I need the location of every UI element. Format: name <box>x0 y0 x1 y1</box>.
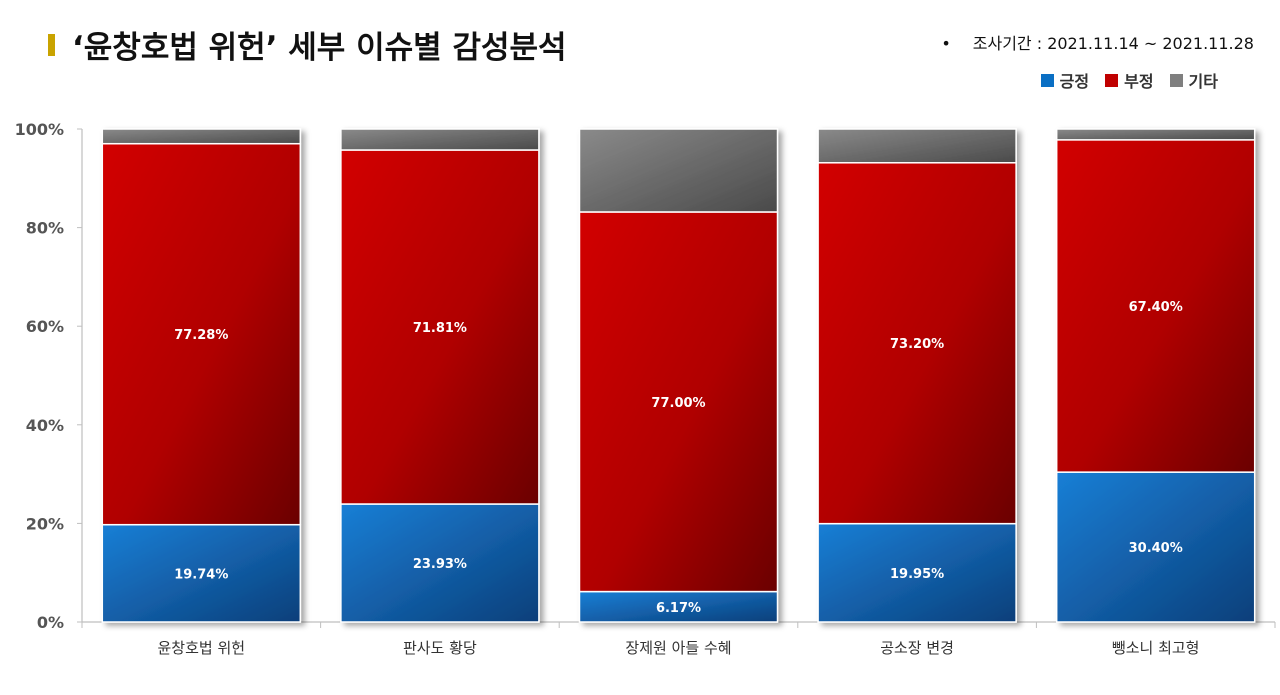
data-label: 71.81% <box>413 321 467 336</box>
period-bullet: • <box>941 34 951 53</box>
bar-segment-negative <box>1055 139 1256 473</box>
y-tick-label: 60% <box>26 317 64 336</box>
legend-label-other: 기타 <box>1188 72 1218 91</box>
bar-segment-other <box>817 128 1017 164</box>
bar-segment-positive <box>817 522 1017 623</box>
legend-swatch-positive <box>1040 73 1054 87</box>
data-label: 23.93% <box>413 557 467 572</box>
x-category-label: 공소장 변경 <box>880 639 954 657</box>
x-category-label: 뺑소니 최고형 <box>1112 639 1200 657</box>
bar-stack <box>340 128 540 623</box>
bar-stack <box>578 128 779 623</box>
page-title: ‘윤창호법 위헌’ 세부 이슈별 감성분석 <box>72 30 567 66</box>
bar-segment-other <box>340 128 540 151</box>
y-tick-label: 80% <box>26 219 64 238</box>
data-label: 30.40% <box>1129 541 1183 556</box>
bar-segment-negative <box>817 162 1017 525</box>
x-category-label: 판사도 황당 <box>403 639 477 657</box>
bar-segment-other <box>101 128 302 145</box>
legend-item-positive: 긍정 <box>1040 68 1090 92</box>
legend-swatch-negative <box>1105 73 1119 87</box>
bar-stack <box>101 128 302 623</box>
data-label: 77.00% <box>651 396 705 411</box>
survey-period: • 조사기간 : 2021.11.14 ~ 2021.11.28 <box>941 30 1254 54</box>
data-label: 19.74% <box>174 567 228 582</box>
bar-segment-positive <box>101 523 302 623</box>
bar-stack <box>1055 128 1256 623</box>
legend-swatch-other <box>1169 73 1183 87</box>
y-tick-label: 0% <box>37 613 64 632</box>
legend-item-other: 기타 <box>1169 68 1218 92</box>
x-category-label: 윤창호법 위헌 <box>158 639 246 657</box>
legend-item-negative: 부정 <box>1105 68 1154 92</box>
bar-segment-negative <box>101 142 302 526</box>
data-label: 73.20% <box>890 337 944 352</box>
data-label: 77.28% <box>174 328 228 343</box>
bar-segment-positive <box>1055 471 1256 623</box>
chart-legend: 긍정 부정 기타 <box>1040 68 1218 92</box>
bar-segment-negative <box>578 211 779 593</box>
data-label: 6.17% <box>656 601 701 616</box>
bar-segment-other <box>1055 128 1256 141</box>
title-accent-bar <box>48 34 55 56</box>
legend-label-negative: 부정 <box>1124 72 1154 91</box>
bar-segment-other <box>578 128 779 213</box>
bar-segment-negative <box>340 149 540 505</box>
y-tick-label: 100% <box>15 120 64 139</box>
data-label: 67.40% <box>1129 300 1183 315</box>
legend-label-positive: 긍정 <box>1059 72 1090 91</box>
bar-segment-positive <box>340 503 540 623</box>
data-label: 19.95% <box>890 567 944 582</box>
bar-stack <box>817 128 1017 623</box>
x-category-label: 장제원 아들 수혜 <box>625 639 731 657</box>
y-tick-label: 40% <box>26 416 64 435</box>
y-tick-label: 20% <box>26 514 64 533</box>
period-text: 조사기간 : 2021.11.14 ~ 2021.11.28 <box>972 34 1254 53</box>
